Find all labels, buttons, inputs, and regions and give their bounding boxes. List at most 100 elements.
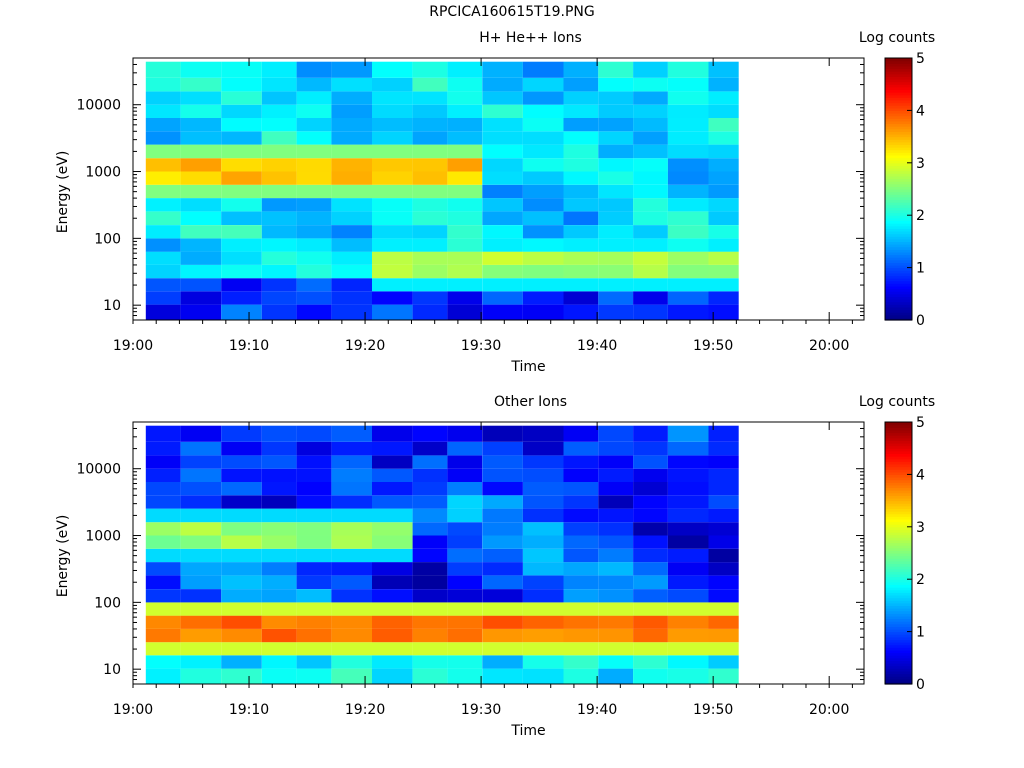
spectrogram-cell (522, 278, 564, 292)
spectrogram-cell (482, 441, 523, 456)
colorbar-tick-label: 1 (916, 625, 925, 641)
spectrogram-cell (563, 615, 599, 629)
spectrogram-cell (221, 304, 262, 320)
colorbar-swatch (885, 186, 912, 190)
spectrogram-cell (708, 131, 739, 145)
colorbar-swatch (885, 505, 912, 510)
spectrogram-cell (412, 562, 448, 576)
spectrogram-cell (331, 589, 372, 603)
spectrogram-cell (372, 77, 413, 92)
spectrogram-cell (563, 77, 599, 92)
x-tick-label: 19:50 (693, 338, 733, 354)
spectrogram-cell (447, 158, 483, 172)
spectrogram-cell (667, 131, 709, 145)
spectrogram-cell (331, 158, 372, 172)
spectrogram-cell (598, 61, 634, 78)
spectrogram-cell (522, 548, 564, 563)
spectrogram-cell (708, 225, 739, 239)
spectrogram-cell (598, 441, 634, 456)
spectrogram-cell (261, 278, 297, 292)
spectrogram-cell (331, 455, 372, 469)
colorbar-swatch (885, 152, 912, 156)
colorbar-swatch (885, 115, 912, 119)
colorbar-swatch (885, 157, 912, 161)
spectrogram-cell (522, 482, 564, 496)
spectrogram-cell (447, 562, 483, 576)
colorbar-swatch (885, 518, 912, 523)
spectrogram-cell (598, 77, 634, 92)
spectrogram-cell (522, 264, 564, 279)
spectrogram-cell (482, 225, 523, 239)
spectrogram-cell (296, 291, 332, 305)
colorbar-swatch (885, 676, 912, 680)
spectrogram-cell (708, 642, 739, 656)
colorbar: 0 1 2 3 4 5 Log counts (859, 394, 935, 693)
spectrogram-cell (412, 425, 448, 442)
colorbar-swatch (885, 86, 912, 91)
spectrogram-cell (145, 184, 181, 199)
spectrogram-cell (633, 225, 668, 239)
spectrogram-cell (145, 198, 181, 212)
x-tick-label: 20:00 (809, 338, 849, 354)
spectrogram-cell (667, 642, 709, 656)
spectrogram-cell (261, 131, 297, 145)
spectrogram-cell (633, 278, 668, 292)
spectrogram-cell (372, 575, 413, 589)
spectrogram-cell (667, 615, 709, 629)
spectrogram-cell (708, 61, 739, 78)
colorbar-swatch (885, 482, 912, 486)
spectrogram-cell (331, 304, 372, 320)
spectrogram-cell (563, 198, 599, 212)
colorbar-swatch (885, 615, 912, 620)
spectrogram-cell (261, 441, 297, 456)
spectrogram-cell (598, 291, 634, 305)
spectrogram-cell (522, 602, 564, 616)
colorbar-swatch (885, 110, 912, 114)
spectrogram-cell (261, 589, 297, 603)
spectrogram-cell (221, 482, 262, 496)
spectrogram-cell (522, 211, 564, 225)
spectrogram-cell (145, 225, 181, 239)
colorbar-swatch (885, 212, 912, 216)
spectrogram-cell (598, 184, 634, 199)
spectrogram-cell (180, 482, 222, 496)
spectrogram-cell (412, 144, 448, 159)
spectrogram-cell (482, 615, 523, 629)
spectrogram-cell (598, 589, 634, 603)
spectrogram-cell (667, 225, 709, 239)
colorbar-swatch (885, 241, 912, 245)
spectrogram-cell (331, 441, 372, 456)
colorbar-swatch (885, 440, 912, 444)
colorbar-tick-label: 2 (916, 572, 925, 588)
spectrogram-cell (331, 171, 372, 185)
spectrogram-cell (372, 615, 413, 629)
spectrogram-cell (598, 508, 634, 523)
colorbar-swatch (885, 196, 912, 201)
spectrogram-cell (412, 158, 448, 172)
colorbar-swatch (885, 466, 912, 470)
spectrogram-cell (261, 225, 297, 239)
spectrogram-cell (296, 61, 332, 78)
spectrogram-cell (145, 61, 181, 78)
spectrogram-cell (145, 562, 181, 576)
spectrogram-cell (708, 118, 739, 132)
spectrogram-cell (412, 575, 448, 589)
spectrogram-cell (296, 589, 332, 603)
colorbar-swatch (885, 621, 912, 625)
spectrogram-cell (563, 655, 599, 669)
spectrogram-cell (372, 655, 413, 669)
spectrogram-cell (296, 455, 332, 469)
colorbar-swatch (885, 495, 912, 499)
spectrogram-cell (412, 589, 448, 603)
spectrogram-cell (482, 575, 523, 589)
spectrogram-cell (331, 548, 372, 563)
spectrogram-cell (261, 522, 297, 536)
colorbar-frame (884, 57, 913, 321)
spectrogram-cell (598, 264, 634, 279)
colorbar-swatch (885, 610, 912, 614)
spectrogram-cell (708, 562, 739, 576)
spectrogram-cell (221, 61, 262, 78)
spectrogram-cell (482, 91, 523, 105)
spectrogram-cell (482, 425, 523, 442)
spectrogram-cell (447, 211, 483, 225)
